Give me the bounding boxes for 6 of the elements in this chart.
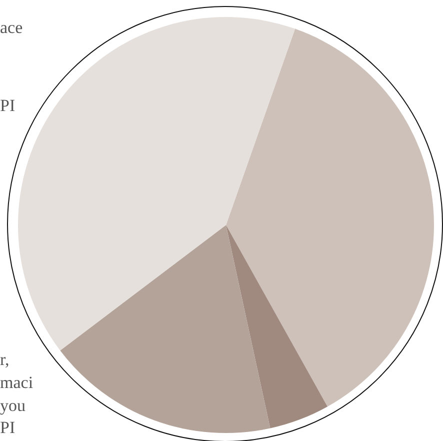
text: you <box>0 396 26 416</box>
text: maci <box>0 373 34 393</box>
text: ace <box>0 18 23 38</box>
text: PI <box>0 418 16 438</box>
text: r, <box>0 350 10 370</box>
text: PI <box>0 96 16 116</box>
